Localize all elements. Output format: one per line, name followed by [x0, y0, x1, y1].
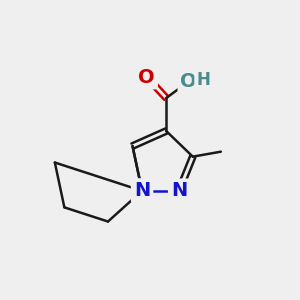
Text: O: O: [138, 68, 155, 86]
Text: N: N: [171, 182, 187, 200]
Text: N: N: [134, 182, 150, 200]
Text: O: O: [180, 72, 197, 91]
Text: H: H: [197, 71, 211, 89]
Text: O: O: [134, 182, 150, 200]
